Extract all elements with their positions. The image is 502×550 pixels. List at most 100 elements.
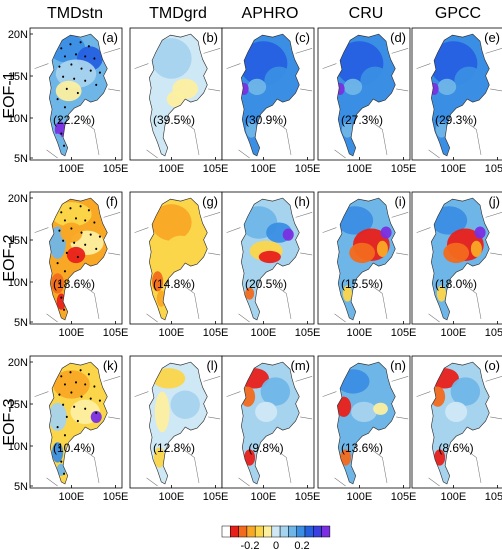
station-dot (73, 405, 76, 408)
station-dot (80, 395, 83, 398)
map-panel-m: (m) (9.8%) 100E 105E (221, 355, 320, 503)
map-panel-f: (f) (18.6%) 20N 15N 10N 5N 100E 105E (8, 191, 129, 339)
field-blob (343, 78, 363, 96)
field-blob (66, 246, 86, 264)
map-panel-h: (h) (20.5%) 100E 105E (221, 191, 321, 339)
station-dot (84, 383, 87, 386)
coastline (226, 212, 313, 323)
x-tick-label: 105E (295, 327, 321, 339)
x-tick-label: 105E (103, 327, 129, 339)
station-dot (58, 282, 61, 285)
x-tick-label: 105E (103, 491, 129, 503)
map-panel-a: (a) (22.2%) 20N 15N 10N 5N 100E 105E (8, 27, 129, 175)
station-dot (84, 79, 87, 82)
colorbar-cell (288, 525, 297, 538)
variance-label: (29.3%) (435, 113, 477, 127)
thailand-outline (240, 197, 300, 321)
x-tick-label: 105E (391, 163, 417, 175)
field-blob (55, 80, 82, 102)
y-tick-label: 5N (14, 317, 28, 329)
field-blob (165, 235, 196, 261)
station-dot (73, 241, 76, 244)
field-blob (152, 271, 164, 292)
station-dot (89, 69, 92, 72)
station-dot (70, 391, 73, 394)
station-dot (93, 221, 96, 224)
field-blob (53, 370, 90, 399)
colorbar-cell (304, 525, 314, 538)
station-dot (63, 434, 66, 437)
field-blob (349, 242, 376, 264)
thailand-outline (48, 197, 108, 321)
field-blob (166, 90, 186, 108)
station-dot (84, 243, 87, 246)
x-tick-label: 100E (347, 491, 373, 503)
field-blob (434, 449, 446, 466)
colorbar-cell (230, 525, 239, 538)
variance-label: (22.2%) (53, 113, 95, 127)
column-title-gpcc: GPCC (435, 5, 481, 22)
variance-label: (12.8%) (153, 441, 195, 455)
station-dot (80, 231, 83, 234)
station-dot (56, 261, 59, 265)
x-tick-label: 100E (441, 163, 467, 175)
variance-label: (30.9%) (245, 113, 287, 127)
field-blob (443, 242, 470, 264)
variance-label: (15.5%) (341, 277, 383, 291)
field-blob (435, 121, 447, 138)
map-panel-c: (c) (30.9%) 100E 105E (221, 27, 320, 175)
station-dot (60, 460, 63, 463)
map-panel-g: (g) (14.8%) 100E 105E (129, 191, 228, 339)
variance-label: (27.3%) (341, 113, 383, 127)
map-panel-e: (e) (29.3%) 100E 105E (411, 27, 502, 175)
variance-label: (14.8%) (153, 277, 195, 291)
field-blob (51, 273, 65, 294)
x-tick-label: 100E (251, 163, 277, 175)
variance-label: (10.4%) (53, 441, 95, 455)
y-tick-label: 5N (14, 481, 28, 493)
x-tick-label: 100E (347, 163, 373, 175)
column-titles: TMDstn TMDgrd APHRO CRU GPCC (47, 5, 481, 22)
y-tick-label: 15N (8, 235, 28, 247)
station-dot (84, 219, 87, 222)
field-blob (244, 449, 256, 466)
panel-letter: (e) (484, 30, 500, 45)
panel-letter: (l) (206, 358, 218, 373)
colorbar-cell (221, 525, 231, 538)
panel-letter: (b) (202, 30, 218, 45)
panel-letter: (c) (295, 30, 310, 45)
station-dot (65, 415, 68, 419)
field-blob (245, 121, 257, 138)
column-title-tmdstn: TMDstn (47, 5, 103, 22)
station-dot (70, 227, 73, 230)
station-dot (87, 45, 90, 48)
station-dot (93, 385, 96, 388)
colorbar-cell (313, 525, 322, 538)
panel-letter: (g) (202, 194, 218, 209)
panel-letter: (i) (394, 194, 406, 209)
station-dot (89, 397, 92, 400)
y-tick-label: 15N (8, 71, 28, 83)
y-tick-label: 10N (8, 113, 28, 125)
field-blob (376, 240, 388, 257)
field-blob (152, 368, 186, 389)
station-dot (98, 71, 101, 74)
coastline (322, 376, 409, 487)
thailand-outline (336, 361, 396, 485)
thailand-outline (48, 33, 108, 157)
station-dot (95, 83, 98, 86)
field-blob (264, 66, 294, 96)
x-tick-label: 105E (103, 163, 129, 175)
coastline (34, 212, 121, 323)
station-dot (69, 207, 72, 210)
station-dot (93, 57, 96, 60)
field-blob (337, 396, 352, 417)
y-tick-label: 5N (14, 153, 28, 165)
colorbar-cell (279, 525, 289, 538)
panel-letter: (j) (488, 194, 500, 209)
x-tick-label: 100E (347, 327, 373, 339)
x-tick-label: 105E (391, 327, 417, 339)
field-blob (450, 377, 481, 406)
variance-label: (9.8%) (248, 441, 283, 455)
